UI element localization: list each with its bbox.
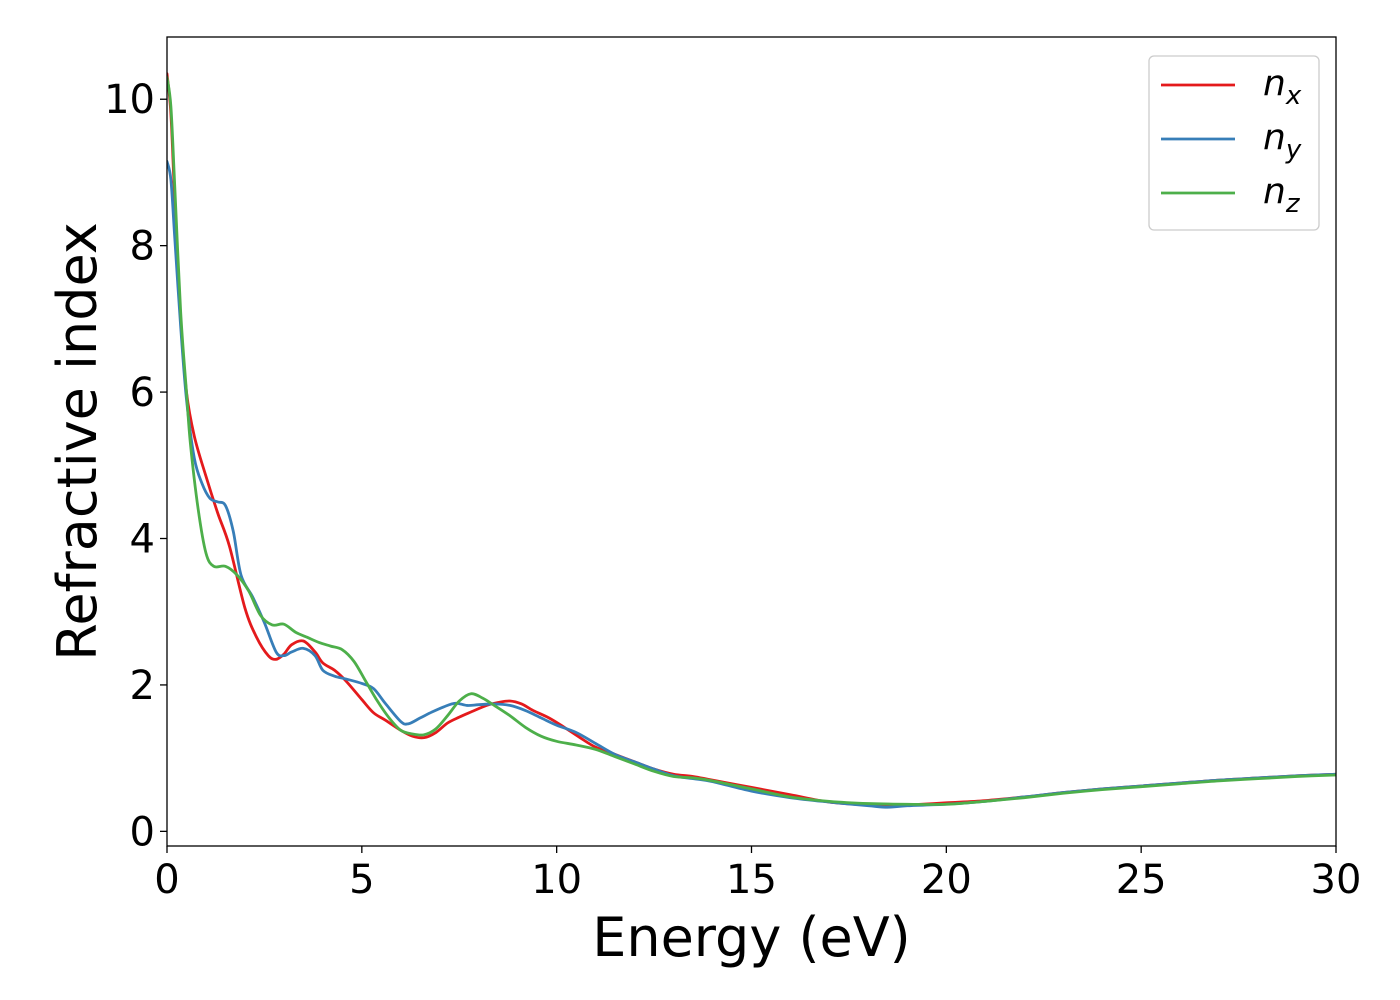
series-line-nz	[167, 75, 1336, 806]
legend-label-ny: ny	[1263, 117, 1302, 165]
series-layer	[167, 72, 1336, 809]
legend: nx ny nz	[1148, 55, 1320, 231]
x-tick-label: 0	[154, 857, 179, 903]
y-tick-label: 8	[130, 224, 155, 270]
legend-label-nx: nx	[1263, 63, 1302, 111]
x-tick-label: 15	[726, 857, 777, 903]
y-tick-label: 2	[130, 663, 155, 709]
y-axis-label: Refractive index	[46, 222, 109, 661]
y-tick-label: 4	[130, 517, 155, 563]
x-tick-label: 25	[1116, 857, 1167, 903]
y-tick-label: 6	[130, 370, 155, 416]
ticks-layer: 0 5 10 15 20 25 30 0 2 4 6 8 10	[104, 77, 1361, 903]
y-tick-label: 0	[130, 809, 155, 855]
x-axis-label: Energy (eV)	[592, 906, 911, 969]
legend-label-nz: nz	[1263, 171, 1301, 219]
x-tick-label: 30	[1311, 857, 1362, 903]
x-tick-label: 5	[349, 857, 374, 903]
y-tick-label: 10	[104, 77, 155, 123]
x-tick-label: 20	[921, 857, 972, 903]
x-tick-label: 10	[531, 857, 582, 903]
legend-box	[1148, 55, 1320, 231]
